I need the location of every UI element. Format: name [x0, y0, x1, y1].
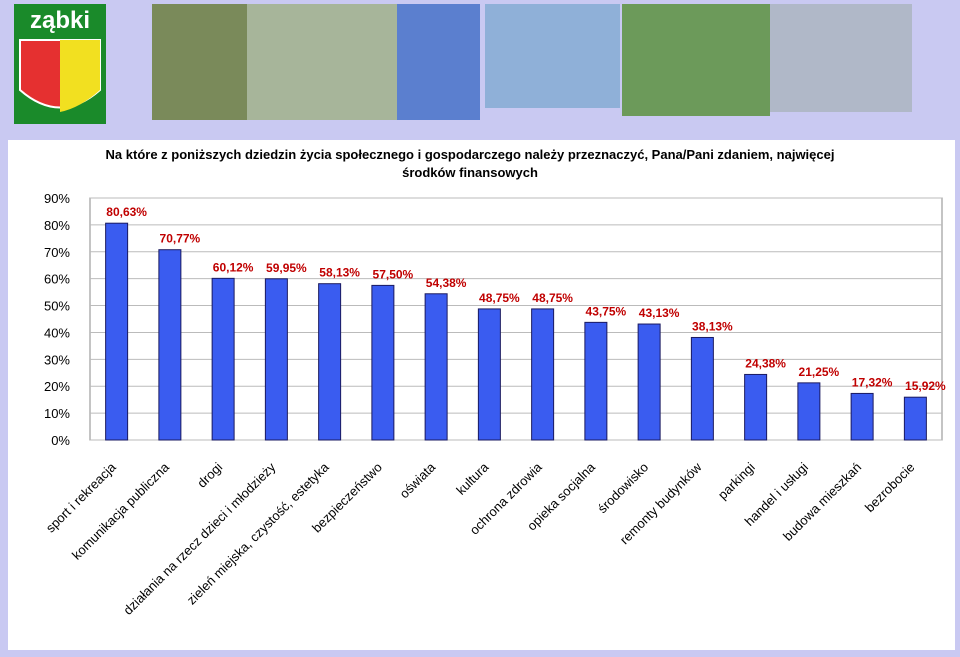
value-label: 21,25% [799, 365, 840, 379]
bar [637, 323, 661, 441]
banner: ząbki [14, 4, 912, 124]
y-tick-label: 40% [44, 325, 70, 340]
photo [152, 4, 247, 120]
value-label: 57,50% [373, 267, 414, 281]
bar [850, 392, 874, 441]
bar [584, 321, 608, 441]
value-label: 24,38% [745, 356, 786, 370]
photo [770, 4, 912, 112]
bar [531, 308, 555, 441]
y-tick-label: 90% [44, 191, 70, 206]
bar [371, 284, 395, 441]
bar [211, 277, 235, 441]
y-tick-label: 50% [44, 299, 70, 314]
bar [690, 336, 714, 441]
bar [158, 249, 182, 441]
logo-text: ząbki [30, 7, 90, 34]
value-label: 60,12% [213, 260, 254, 274]
y-tick-label: 10% [44, 406, 70, 421]
bar [105, 222, 129, 441]
value-label: 43,13% [639, 306, 680, 320]
photo [622, 4, 770, 116]
value-label: 17,32% [852, 375, 893, 389]
value-label: 43,75% [586, 304, 627, 318]
bar [318, 283, 342, 441]
y-tick-label: 60% [44, 272, 70, 287]
value-label: 54,38% [426, 276, 467, 290]
value-label: 70,77% [160, 232, 201, 246]
y-tick-label: 30% [44, 352, 70, 367]
value-label: 58,13% [319, 266, 360, 280]
bar [477, 308, 501, 441]
photo [247, 4, 397, 120]
bar [264, 278, 288, 441]
y-tick-label: 20% [44, 379, 70, 394]
logo-shield-half [60, 40, 100, 112]
y-tick-label: 80% [44, 218, 70, 233]
bar [744, 373, 768, 441]
bar [424, 293, 448, 441]
value-label: 80,63% [106, 205, 147, 219]
photo [397, 4, 480, 120]
photo [485, 4, 620, 108]
value-label: 59,95% [266, 261, 307, 275]
y-tick-label: 70% [44, 245, 70, 260]
y-tick-label: 0% [51, 433, 70, 448]
chart-title: Na które z poniższych dziedzin życia spo… [105, 147, 835, 180]
value-label: 15,92% [905, 379, 946, 393]
value-label: 38,13% [692, 319, 733, 333]
value-label: 48,75% [532, 291, 573, 305]
bar [903, 396, 927, 441]
bar [797, 382, 821, 441]
value-label: 48,75% [479, 291, 520, 305]
